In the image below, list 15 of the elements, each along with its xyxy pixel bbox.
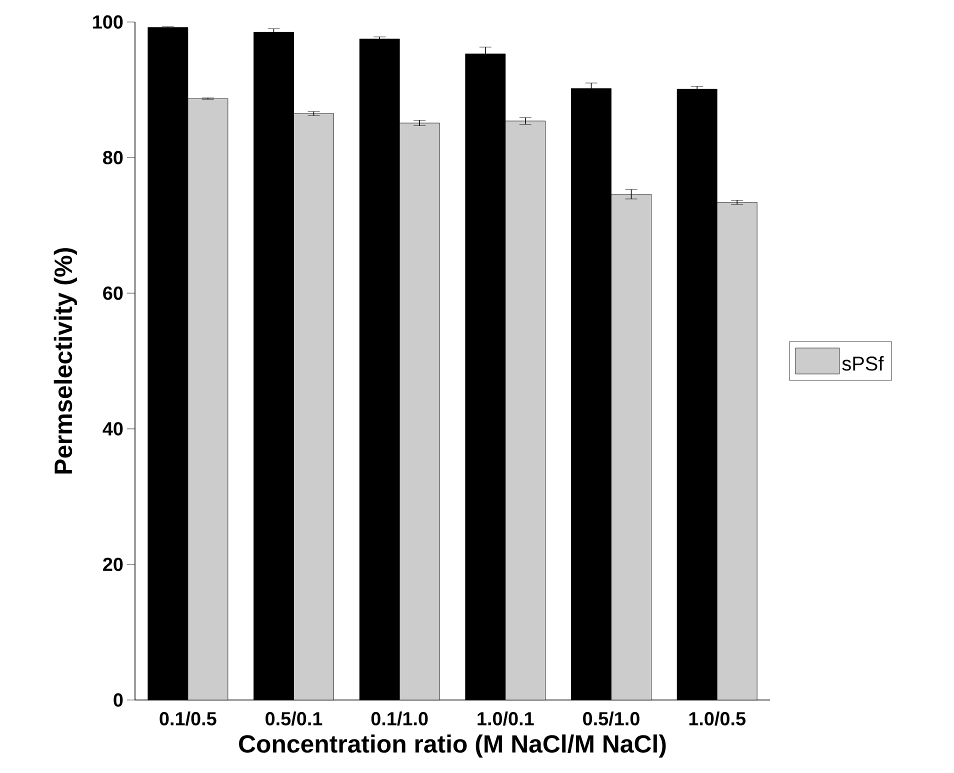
y-tick-label: 100 — [93, 15, 123, 29]
y-tick-label: 20 — [103, 558, 123, 572]
x-tick-label: 1.0/0.5 — [689, 712, 746, 726]
y-tick-label: 60 — [103, 286, 123, 300]
y-axis-title: Permselectivity (%) — [54, 248, 78, 474]
x-tick-label: 1.0/0.1 — [478, 712, 534, 726]
y-tick-label: 0 — [114, 693, 123, 707]
y-tick-label: 80 — [103, 150, 123, 164]
legend-label: sPSf — [842, 356, 884, 371]
x-tick-label: 0.5/0.1 — [266, 712, 322, 726]
x-tick-label: 0.1/0.5 — [160, 712, 216, 726]
x-tick-label: 0.1/1.0 — [371, 712, 428, 726]
x-tick-label: 0.5/1.0 — [583, 712, 640, 726]
x-axis-title: Concentration ratio (M NaCl/M NaCl) — [239, 734, 666, 758]
y-tick-label: 40 — [102, 422, 123, 436]
